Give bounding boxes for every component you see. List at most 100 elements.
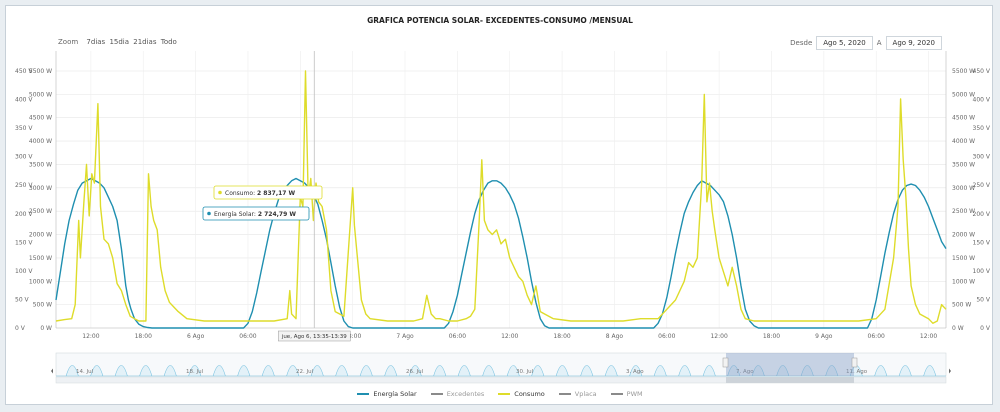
tooltip-consumo-value: 2 837,17 W [257,190,296,197]
navigator-label: 7. Ago [736,369,754,375]
chart-frame: GRAFICA POTENCIA SOLAR- EXCEDENTES-CONSU… [5,5,993,405]
y-tick-left: 0 W [40,325,52,332]
legend-label-vplaca: Vplaca [574,390,597,398]
navigator-handle-right [851,357,858,368]
legend-item-vplaca[interactable]: Vplaca [558,390,597,398]
x-tick: 06:00 [868,333,885,340]
volt-tick-left: 0 V [15,325,26,332]
volt-tick-right: 0 V [980,325,991,332]
zoom-todo-button[interactable]: Todo [160,38,177,46]
navigator-handle-left [722,357,729,368]
legend-swatch-vplaca [558,393,571,395]
y-tick-right: 5500 W [952,68,975,75]
scroll-right-arrow-icon [949,368,951,374]
zoom-15dia-button[interactable]: 15dia [109,38,130,46]
y-tick-right: 1000 W [952,278,975,285]
zoom-21dias-button[interactable]: 21dias [133,38,157,46]
x-tick: 06:00 [239,333,256,340]
zoom-label: Zoom [58,38,79,46]
x-tick: 6 Ago [187,333,205,340]
scrollbar-track [55,376,947,384]
x-tick: 9 Ago [815,333,833,340]
series-group [55,70,947,329]
legend-swatch-pwm [610,393,623,395]
legend-label-consumo: Consumo [514,390,545,398]
y-tick-right: 4500 W [952,115,975,122]
volt-tick-left: 250 V [15,182,33,189]
volt-tick-right: 300 V [973,154,991,161]
navigator-label: 26. Jul [406,369,424,375]
legend-item-consumo[interactable]: Consumo [498,390,545,398]
legend-item-energia-solar[interactable]: Energía Solar [357,390,417,398]
volt-tick-left: 400 V [15,97,33,104]
y-tick-right: 1500 W [952,255,975,262]
x-tick: 7 Ago [396,333,414,340]
y-tick-right: 3000 W [952,185,975,192]
crosshair-label: jue, Ago 6, 13:35-13:39 [281,334,347,340]
y-tick-left: 3000 W [29,185,52,192]
volt-tick-left: 450 V [15,68,33,75]
legend-swatch-consumo [498,393,511,395]
navigator-selection [726,353,854,376]
x-tick: 18:00 [135,333,152,340]
y-tick-left: 1500 W [29,255,52,262]
volt-tick-left: 50 V [15,296,30,303]
zoom-7dias-button[interactable]: 7dias [86,38,106,46]
legend-label-pwm: PWM [626,390,643,398]
series-line-consumo [55,70,947,324]
volt-tick-right: 350 V [973,125,991,132]
y-tick-left: 3500 W [29,161,52,168]
to-date-input[interactable]: Ago 9, 2020 [885,36,942,50]
volt-tick-right: 100 V [973,268,991,275]
volt-tick-right: 250 V [973,182,991,189]
navigator[interactable]: 14. Jul 18. Jul 22. Jul 26. Jul 30. Jul 3. Ag… [51,352,951,384]
navigator-label: 22. Jul [296,369,314,375]
volt-tick-right: 450 V [973,68,991,75]
to-label: A [876,39,882,47]
tooltip: Consumo: 2 837,17 W Energía Solar: 2 724,… [202,185,323,221]
y-tick-right: 2000 W [952,232,975,239]
legend-swatch-energia-solar [357,393,370,395]
gridlines [56,51,946,329]
zoom-bar: Zoom 7dias 15dia 21dias Todo [58,38,179,46]
scroll-left-arrow-icon [51,368,53,374]
navigator-label: 14. Jul [76,369,94,375]
y-tick-right: 5000 W [952,91,975,98]
volt-tick-right: 400 V [973,97,991,104]
y-tick-left: 2000 W [29,232,52,239]
y-tick-left: 4000 W [29,138,52,145]
legend-item-excedentes[interactable]: Excedentes [430,390,484,398]
tooltip-consumo-marker [218,190,222,195]
tooltip-consumo-box [213,185,323,200]
x-tick: 06:00 [658,333,675,340]
from-label: Desde [790,39,813,47]
volt-tick-left: 100 V [15,268,33,275]
y-tick-right: 4000 W [952,138,975,145]
y-tick-left: 500 W [33,302,52,309]
legend-item-pwm[interactable]: PWM [610,390,643,398]
y-tick-right: 2500 W [952,208,975,215]
y-tick-left: 1000 W [29,278,52,285]
date-range: Desde Ago 5, 2020 A Ago 9, 2020 [790,36,946,50]
navigator-label: 18. Jul [186,369,204,375]
x-tick: 18:00 [553,333,570,340]
x-tick: 18:00 [763,333,780,340]
y-tick-left: 4500 W [29,115,52,122]
legend: Energía Solar Excedentes Consumo Vplaca … [6,390,994,398]
x-tick: 12:00 [82,333,99,340]
from-date-input[interactable]: Ago 5, 2020 [816,36,873,50]
tooltip-consumo-text: Consumo: 2 837,17 W [225,190,296,197]
x-tick: 18:00 [344,333,361,340]
volt-tick-right: 50 V [976,296,991,303]
navigator-label: 3. Ago [626,369,644,375]
tooltip-solar-value: 2 724,79 W [258,211,297,218]
volt-tick-left: 150 V [15,239,33,246]
volt-tick-left: 300 V [15,154,33,161]
legend-label-energia-solar: Energía Solar [373,390,417,398]
y-tick-right: 500 W [952,302,971,309]
x-tick: 12:00 [920,333,937,340]
legend-swatch-excedentes [430,393,443,395]
chart-canvas: GRAFICA POTENCIA SOLAR- EXCEDENTES-CONSU… [15,16,991,384]
navigator-label: 30. Jul [516,369,534,375]
tooltip-solar-box [202,206,310,221]
